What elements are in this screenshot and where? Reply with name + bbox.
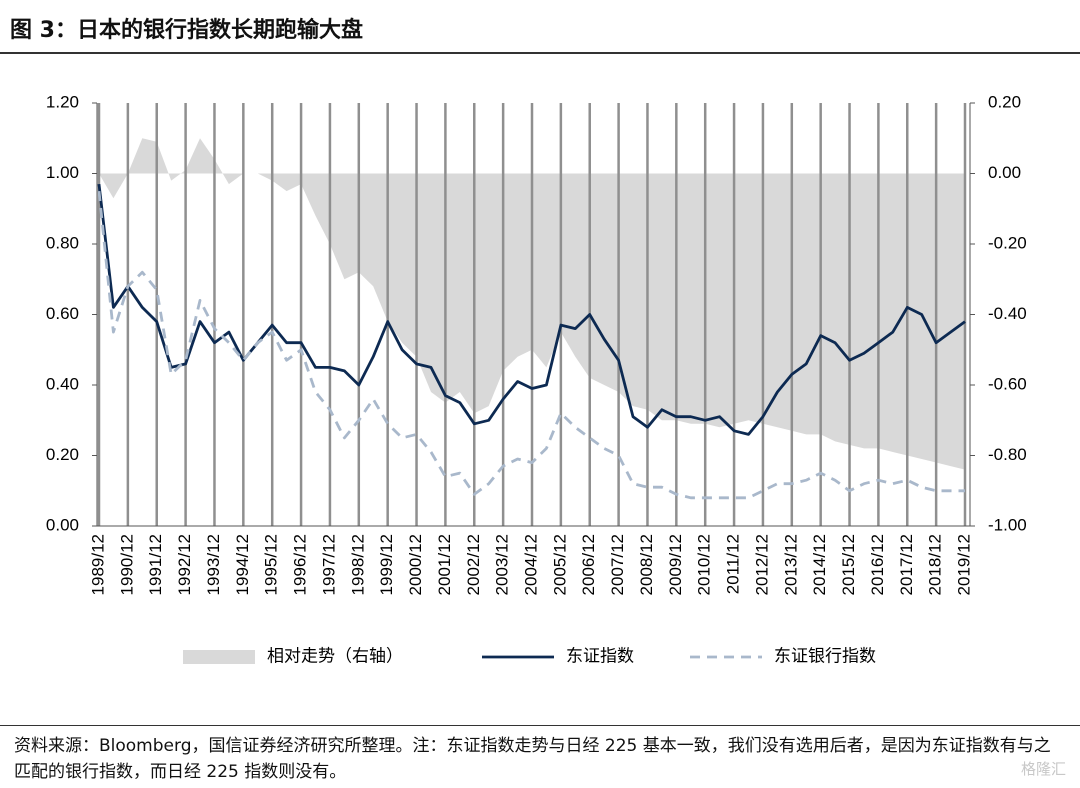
- legend-swatch: [183, 650, 255, 664]
- x-tick-label: 2008/12: [637, 534, 656, 595]
- watermark: 格隆汇: [1020, 760, 1066, 778]
- x-tick-label: 2013/12: [781, 534, 800, 595]
- footer-rule: [0, 725, 1080, 726]
- x-tick-label: 2007/12: [608, 534, 627, 595]
- x-tick-label: 1992/12: [175, 534, 194, 595]
- x-tick-label: 2009/12: [666, 534, 685, 595]
- y-tick-label: 0.60: [46, 304, 79, 323]
- x-tick-label: 2003/12: [493, 534, 512, 595]
- y-tick-label: 0.40: [46, 374, 79, 393]
- x-tick-label: 1995/12: [262, 534, 281, 595]
- series-line: [97, 190, 965, 500]
- x-tick-label: 2000/12: [406, 534, 425, 595]
- y-tick-label: 0.80: [46, 233, 79, 252]
- x-tick-label: 2012/12: [752, 534, 771, 595]
- x-tick-label: 2010/12: [695, 534, 714, 595]
- x-tick-label: 1989/12: [88, 534, 107, 595]
- chart: 0.00 0.20 0.40 0.60 0.80 1.00 1.20 -1.00 -0.80 -0…: [46, 92, 1027, 665]
- y2-tick-label: 0.00: [988, 163, 1021, 182]
- y2-tick-label: 0.20: [988, 92, 1021, 111]
- legend-label: 东证指数: [566, 646, 634, 665]
- legend-label: 东证银行指数: [774, 646, 876, 665]
- x-tick-label: 1999/12: [377, 534, 396, 595]
- y-tick-label: 1.00: [46, 163, 79, 182]
- y2-tick-label: -0.20: [988, 233, 1027, 252]
- x-tick-label: 2002/12: [464, 534, 483, 595]
- source-note: 资料来源：Bloomberg，国信证券经济研究所整理。注：东证指数走势与日经 2…: [14, 736, 1051, 782]
- y-tick-label: 0.00: [46, 515, 79, 534]
- x-tick-label: 2001/12: [435, 534, 454, 595]
- x-tick-label: 1991/12: [146, 534, 165, 595]
- y2-tick-label: -1.00: [988, 515, 1027, 534]
- y2-tick-label: -0.40: [988, 304, 1027, 323]
- x-tick-label: 1994/12: [233, 534, 252, 595]
- x-tick-label: 2015/12: [839, 534, 858, 595]
- x-tick-label: 1998/12: [348, 534, 367, 595]
- y-tick-label: 0.20: [46, 445, 79, 464]
- y-tick-label: 1.20: [46, 92, 79, 111]
- legend-label: 相对走势（右轴）: [267, 646, 403, 665]
- x-tick-label: 2006/12: [579, 534, 598, 595]
- x-tick-label: 2019/12: [954, 534, 973, 595]
- x-tick-label: 2016/12: [868, 534, 887, 595]
- y2-tick-label: -0.60: [988, 374, 1027, 393]
- x-tick-label: 2005/12: [550, 534, 569, 595]
- x-tick-label: 2014/12: [810, 534, 829, 595]
- x-tick-label: 2004/12: [521, 534, 540, 595]
- x-tick-label: 1993/12: [204, 534, 223, 595]
- y2-tick-label: -0.80: [988, 445, 1027, 464]
- x-tick-label: 2018/12: [926, 534, 945, 595]
- title-rule: [0, 52, 1080, 54]
- series-line: [97, 183, 966, 436]
- x-tick-label: 1996/12: [291, 534, 310, 595]
- x-tick-label: 1997/12: [319, 534, 338, 595]
- chart-title: 图 3：日本的银行指数长期跑输大盘: [10, 18, 363, 43]
- x-tick-label: 2017/12: [897, 534, 916, 595]
- x-tick-label: 2011/12: [724, 534, 743, 594]
- x-tick-label: 1990/12: [117, 534, 136, 595]
